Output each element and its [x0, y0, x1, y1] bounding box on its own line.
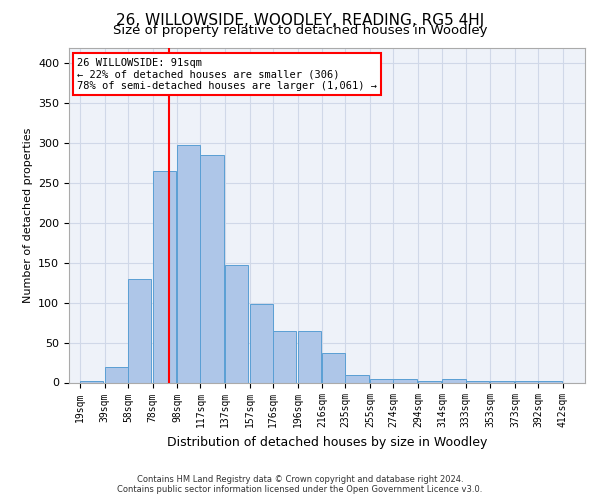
Bar	[273, 330, 296, 382]
Text: 26 WILLOWSIDE: 91sqm
← 22% of detached houses are smaller (306)
78% of semi-deta: 26 WILLOWSIDE: 91sqm ← 22% of detached h…	[77, 58, 377, 91]
Bar	[177, 145, 200, 382]
Bar	[200, 155, 224, 382]
Bar	[442, 378, 466, 382]
Bar	[515, 381, 538, 382]
Bar	[346, 376, 369, 382]
Bar	[225, 265, 248, 382]
Text: 26, WILLOWSIDE, WOODLEY, READING, RG5 4HJ: 26, WILLOWSIDE, WOODLEY, READING, RG5 4H…	[116, 12, 484, 28]
Bar	[538, 381, 562, 382]
Bar	[466, 381, 489, 382]
Bar	[104, 366, 128, 382]
Bar	[152, 171, 176, 382]
Text: Contains HM Land Registry data © Crown copyright and database right 2024.
Contai: Contains HM Land Registry data © Crown c…	[118, 474, 482, 494]
Bar	[298, 330, 321, 382]
Y-axis label: Number of detached properties: Number of detached properties	[23, 128, 32, 302]
Bar	[370, 378, 394, 382]
Bar	[128, 279, 151, 382]
Bar	[80, 381, 103, 382]
X-axis label: Distribution of detached houses by size in Woodley: Distribution of detached houses by size …	[167, 436, 487, 449]
Bar	[490, 381, 514, 382]
Bar	[418, 381, 441, 382]
Text: Size of property relative to detached houses in Woodley: Size of property relative to detached ho…	[113, 24, 487, 37]
Bar	[394, 378, 416, 382]
Bar	[250, 304, 273, 382]
Bar	[322, 353, 346, 382]
